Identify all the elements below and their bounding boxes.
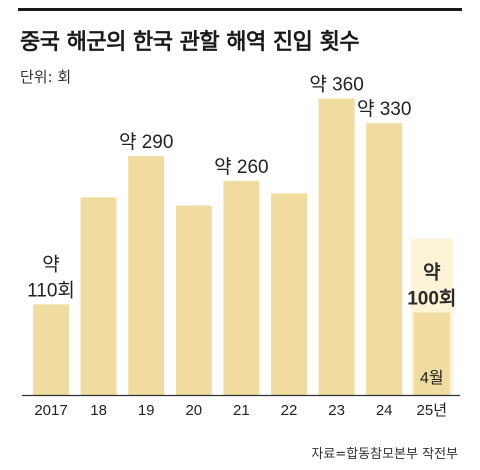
x-tick-label-1: 18	[90, 402, 107, 419]
bar-21	[223, 180, 260, 395]
bar-18	[80, 197, 117, 395]
inside-label-8: 4월	[420, 369, 444, 387]
data-label-2-0: 약 290	[119, 131, 173, 153]
bar-20	[175, 205, 212, 395]
x-tick-label-0: 2017	[34, 402, 67, 419]
x-tick-label-6: 23	[328, 402, 345, 419]
data-label-0-1: 110회	[27, 279, 75, 301]
x-tick-label-3: 20	[185, 402, 202, 419]
top-rule	[18, 8, 462, 11]
data-label-8-1: 100회	[407, 288, 456, 310]
x-tick-label-5: 22	[281, 402, 298, 419]
data-label-6-0: 약 360	[309, 73, 363, 95]
bar-24	[366, 123, 403, 396]
bar-23	[318, 98, 355, 395]
unit-label: 단위: 회	[20, 68, 72, 86]
x-tick-label-4: 21	[233, 402, 250, 419]
bar-2017	[33, 304, 69, 395]
x-tick-label-7: 24	[376, 402, 393, 419]
bar-19	[128, 156, 165, 395]
chart-title: 중국 해군의 한국 관할 해역 진입 횟수	[20, 30, 360, 55]
bar-25년	[413, 312, 450, 395]
bar-22	[271, 193, 307, 395]
x-tick-label-8: 25년	[417, 402, 448, 419]
data-label-7-0: 약 330	[357, 98, 411, 120]
x-tick-label-2: 19	[138, 402, 155, 419]
data-label-0-0: 약	[42, 253, 59, 275]
data-label-8-0: 약	[423, 262, 441, 284]
source-note: 자료=합동참모본부 작전부	[311, 447, 458, 462]
data-label-4-0: 약 260	[214, 156, 268, 178]
